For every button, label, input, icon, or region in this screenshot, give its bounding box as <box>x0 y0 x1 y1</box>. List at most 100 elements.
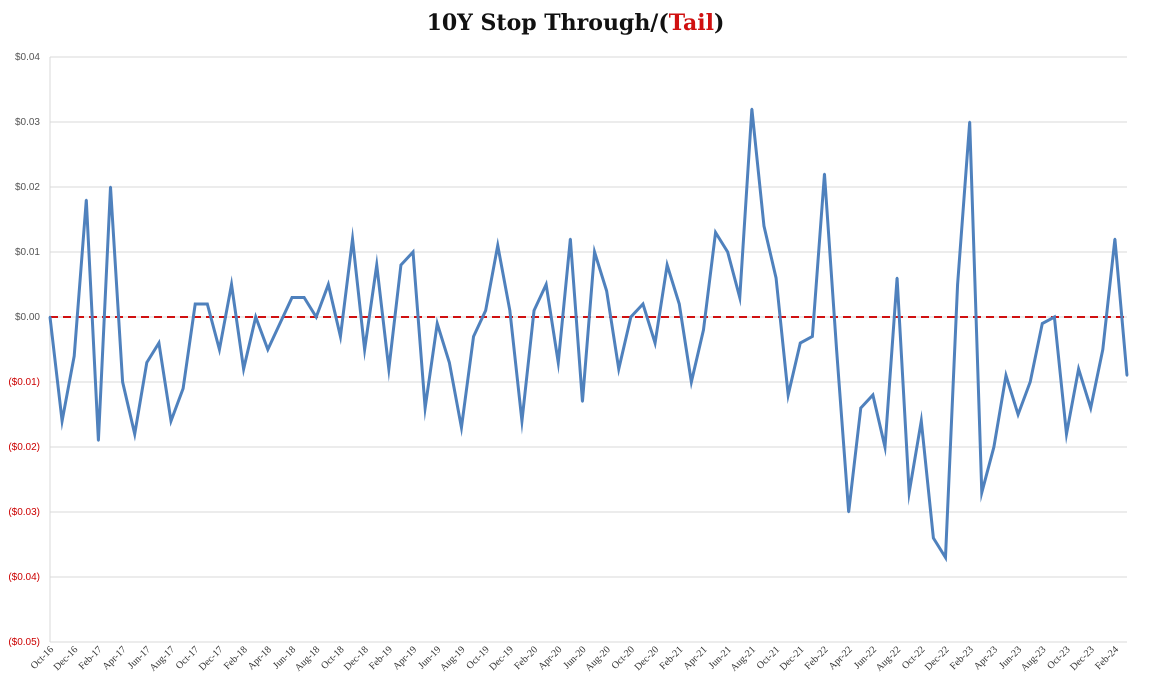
x-tick-label: Oct-23 <box>1045 644 1072 671</box>
x-tick-label: Apr-19 <box>391 644 419 672</box>
x-tick-label: Aug-22 <box>874 644 903 673</box>
x-tick-label: Aug-20 <box>583 644 612 673</box>
data-point <box>883 445 887 449</box>
data-point <box>629 315 633 319</box>
data-point <box>157 341 161 345</box>
data-point <box>641 302 645 306</box>
data-point <box>714 231 717 234</box>
x-tick-label: Apr-21 <box>682 644 710 672</box>
data-point <box>351 237 354 241</box>
data-point <box>266 348 270 351</box>
data-point <box>290 296 294 299</box>
x-tick-label: Apr-17 <box>101 644 129 672</box>
data-point <box>375 263 378 267</box>
data-point <box>1113 237 1117 241</box>
data-point <box>811 335 814 338</box>
x-tick-label: Feb-17 <box>77 644 105 672</box>
x-tick-label: Aug-18 <box>293 644 322 673</box>
data-point <box>206 302 209 306</box>
x-tick-label: Dec-17 <box>197 644 226 673</box>
data-point <box>786 393 790 397</box>
data-point <box>1004 374 1008 377</box>
data-point <box>496 244 499 247</box>
x-tick-label: Feb-20 <box>512 644 540 672</box>
data-point <box>472 335 475 338</box>
data-point <box>799 341 802 345</box>
data-point <box>145 361 149 364</box>
data-point <box>278 322 282 325</box>
x-tick-label: Oct-16 <box>29 644 56 671</box>
data-point <box>1016 413 1020 416</box>
data-point <box>484 309 487 312</box>
data-point <box>1065 432 1068 436</box>
chart-title: 10Y Stop Through/(Tail) <box>0 10 1151 36</box>
x-tick-label: Oct-22 <box>900 644 927 671</box>
data-point <box>520 419 524 423</box>
data-point <box>871 393 875 397</box>
data-point <box>169 419 173 423</box>
data-point <box>544 283 548 286</box>
data-point <box>823 172 826 176</box>
y-tick-label: $0.04 <box>15 52 40 63</box>
y-axis-ticks: $0.04 $0.03 $0.02 $0.01 $0.00 ($0.01) ($0.02) (… <box>8 52 40 648</box>
x-tick-label: Feb-22 <box>803 644 831 672</box>
y-tick-label: ($0.04) <box>8 572 40 583</box>
data-point <box>968 120 971 124</box>
data-point <box>944 556 947 559</box>
x-tick-label: Oct-17 <box>174 644 201 671</box>
data-point <box>508 309 512 312</box>
data-point <box>738 296 741 299</box>
x-tick-label: Feb-21 <box>658 644 686 672</box>
chart-title-tail: Tail <box>668 10 715 36</box>
x-tick-label: Apr-20 <box>536 644 564 672</box>
data-point <box>569 237 572 241</box>
data-point <box>121 380 124 384</box>
data-point <box>315 315 318 319</box>
series-group <box>48 107 1129 563</box>
x-tick-label: Oct-21 <box>755 644 782 671</box>
x-tick-label: Apr-23 <box>972 644 1000 672</box>
data-point <box>774 276 778 280</box>
data-point <box>423 406 427 410</box>
data-point <box>1101 348 1104 351</box>
data-point <box>702 328 705 332</box>
y-tick-label: ($0.01) <box>8 377 40 388</box>
data-point <box>242 367 245 371</box>
data-point <box>339 335 342 338</box>
x-tick-label: Dec-21 <box>778 644 807 673</box>
data-point <box>411 250 415 254</box>
data-point <box>895 276 899 280</box>
data-point <box>73 354 76 358</box>
data-point <box>48 315 52 319</box>
data-point <box>60 419 64 423</box>
data-point <box>932 536 935 540</box>
data-point <box>678 302 681 306</box>
data-point <box>532 309 536 312</box>
data-point <box>1089 406 1092 410</box>
x-tick-label: Dec-23 <box>1068 644 1097 673</box>
data-point <box>653 341 657 345</box>
data-point <box>230 283 233 286</box>
x-tick-label: Dec-22 <box>923 644 952 673</box>
data-point <box>617 367 620 371</box>
chart-title-main: 10Y Stop Through/( <box>426 10 669 36</box>
x-tick-label: Dec-20 <box>633 644 662 673</box>
x-tick-label: Dec-18 <box>342 644 371 673</box>
x-tick-label: Dec-16 <box>52 644 81 673</box>
x-axis-ticks: Oct-16Dec-16Feb-17Apr-17Jun-17Aug-17Oct-… <box>29 644 1121 673</box>
x-tick-label: Apr-22 <box>827 644 855 672</box>
chart-title-close: ) <box>714 10 725 36</box>
data-point <box>109 185 112 189</box>
y-tick-label: $0.02 <box>15 182 40 193</box>
y-tick-label: ($0.05) <box>8 637 40 648</box>
y-tick-label: ($0.03) <box>8 507 40 518</box>
x-tick-label: Aug-23 <box>1019 644 1048 673</box>
data-point <box>399 263 403 267</box>
data-point <box>1028 380 1032 384</box>
data-point <box>85 198 88 202</box>
data-point <box>690 380 693 384</box>
x-tick-label: Feb-19 <box>367 644 395 672</box>
x-tick-label: Oct-18 <box>319 644 346 671</box>
data-point <box>302 296 306 299</box>
